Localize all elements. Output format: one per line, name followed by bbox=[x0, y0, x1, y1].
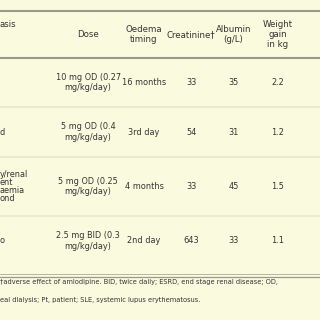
Text: d: d bbox=[0, 127, 5, 137]
Text: 643: 643 bbox=[184, 236, 199, 245]
Text: Weight
gain
in kg: Weight gain in kg bbox=[262, 20, 292, 49]
Text: ent: ent bbox=[0, 178, 13, 187]
Text: 5 mg OD (0.4
mg/kg/day): 5 mg OD (0.4 mg/kg/day) bbox=[60, 122, 116, 142]
Text: 35: 35 bbox=[228, 78, 239, 87]
Text: 33: 33 bbox=[186, 78, 196, 87]
Text: 5 mg OD (0.25
mg/kg/day): 5 mg OD (0.25 mg/kg/day) bbox=[58, 177, 118, 196]
Text: 33: 33 bbox=[186, 182, 196, 191]
Text: aemia: aemia bbox=[0, 186, 25, 195]
Text: 2nd day: 2nd day bbox=[127, 236, 161, 245]
Text: o: o bbox=[0, 236, 5, 245]
Text: 3rd day: 3rd day bbox=[128, 127, 160, 137]
Text: 33: 33 bbox=[228, 236, 239, 245]
Text: 45: 45 bbox=[228, 182, 239, 191]
Text: Oedema
timing: Oedema timing bbox=[126, 25, 162, 44]
Text: 1.2: 1.2 bbox=[271, 127, 284, 137]
Text: 31: 31 bbox=[228, 127, 239, 137]
Text: 16 months: 16 months bbox=[122, 78, 166, 87]
Text: Creatinine†: Creatinine† bbox=[167, 30, 216, 39]
Text: †adverse effect of amlodipine. BID, twice daily; ESRD, end stage renal disease; : †adverse effect of amlodipine. BID, twic… bbox=[0, 279, 278, 285]
Text: eal dialysis; Pt, patient; SLE, systemic lupus erythematosus.: eal dialysis; Pt, patient; SLE, systemic… bbox=[0, 297, 200, 303]
Text: 54: 54 bbox=[186, 127, 196, 137]
Text: y/renal: y/renal bbox=[0, 170, 28, 179]
Text: 1.5: 1.5 bbox=[271, 182, 284, 191]
Text: 4 months: 4 months bbox=[124, 182, 164, 191]
Text: asis: asis bbox=[0, 20, 17, 29]
Text: 2.5 mg BID (0.3
mg/kg/day): 2.5 mg BID (0.3 mg/kg/day) bbox=[56, 231, 120, 251]
Text: ond: ond bbox=[0, 194, 16, 203]
Text: Albumin
(g/L): Albumin (g/L) bbox=[216, 25, 251, 44]
Text: Dose: Dose bbox=[77, 30, 99, 39]
Text: 1.1: 1.1 bbox=[271, 236, 284, 245]
Text: 10 mg OD (0.27
mg/kg/day): 10 mg OD (0.27 mg/kg/day) bbox=[55, 73, 121, 92]
Text: 2.2: 2.2 bbox=[271, 78, 284, 87]
